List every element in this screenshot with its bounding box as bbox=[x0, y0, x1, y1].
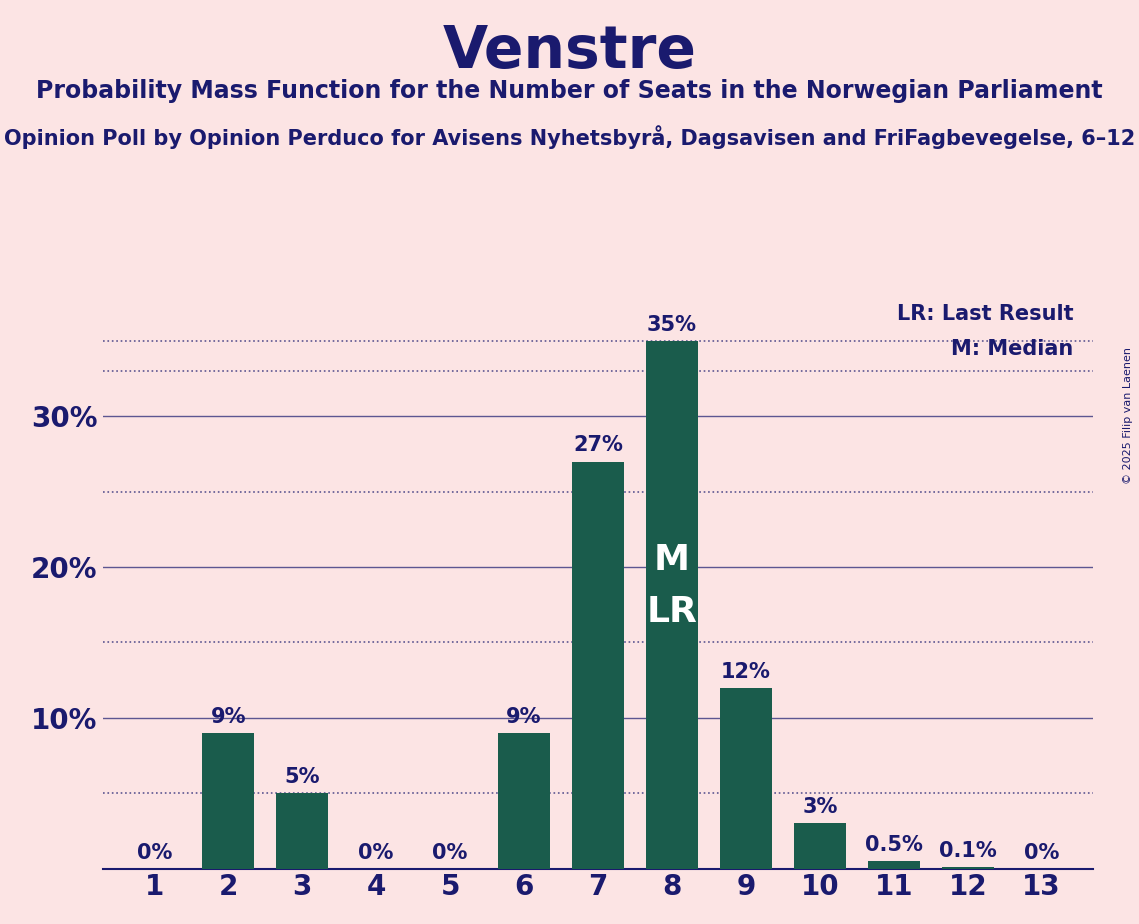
Text: 0%: 0% bbox=[1024, 843, 1059, 862]
Text: 12%: 12% bbox=[721, 662, 771, 682]
Bar bbox=[646, 341, 698, 869]
Text: 3%: 3% bbox=[802, 797, 837, 818]
Text: 9%: 9% bbox=[211, 707, 246, 727]
Text: Venstre: Venstre bbox=[442, 23, 697, 80]
Bar bbox=[942, 867, 993, 869]
Text: 35%: 35% bbox=[647, 315, 697, 334]
Text: M: M bbox=[654, 542, 690, 577]
Text: 0%: 0% bbox=[433, 843, 468, 862]
Text: 9%: 9% bbox=[506, 707, 542, 727]
Text: 5%: 5% bbox=[285, 767, 320, 787]
Bar bbox=[498, 733, 550, 869]
Text: Probability Mass Function for the Number of Seats in the Norwegian Parliament: Probability Mass Function for the Number… bbox=[36, 79, 1103, 103]
Text: 0%: 0% bbox=[137, 843, 172, 862]
Bar bbox=[720, 687, 772, 869]
Bar bbox=[203, 733, 254, 869]
Text: © 2025 Filip van Laenen: © 2025 Filip van Laenen bbox=[1123, 347, 1133, 484]
Text: 0%: 0% bbox=[359, 843, 394, 862]
Bar bbox=[572, 461, 624, 869]
Text: 0.5%: 0.5% bbox=[865, 835, 923, 855]
Text: LR: LR bbox=[647, 595, 697, 629]
Text: LR: Last Result: LR: Last Result bbox=[898, 304, 1074, 324]
Bar bbox=[794, 823, 845, 869]
Bar bbox=[277, 793, 328, 869]
Text: M: Median: M: Median bbox=[951, 339, 1074, 359]
Text: 0.1%: 0.1% bbox=[939, 841, 997, 861]
Text: Opinion Poll by Opinion Perduco for Avisens Nyhetsbyrå, Dagsavisen and FriFagbev: Opinion Poll by Opinion Perduco for Avis… bbox=[3, 125, 1136, 149]
Bar bbox=[868, 861, 919, 869]
Text: 27%: 27% bbox=[573, 435, 623, 456]
